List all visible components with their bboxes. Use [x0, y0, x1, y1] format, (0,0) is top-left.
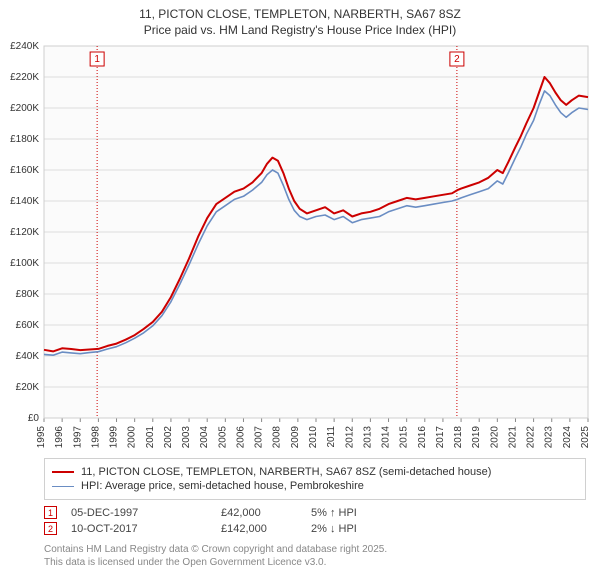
- line-chart-svg: £0 £20K £40K £60K £80K £100K £120K £140K £160K £1…: [0, 40, 600, 460]
- svg-text:1996: 1996: [54, 426, 65, 449]
- svg-text:2010: 2010: [308, 426, 319, 449]
- sale-delta: 2% ↓ HPI: [311, 523, 357, 535]
- title-line-2: Price paid vs. HM Land Registry's House …: [4, 22, 596, 38]
- svg-text:£20K: £20K: [16, 382, 40, 393]
- sale-price: £42,000: [221, 507, 311, 519]
- title-line-1: 11, PICTON CLOSE, TEMPLETON, NARBERTH, S…: [4, 6, 596, 22]
- legend-label-property: 11, PICTON CLOSE, TEMPLETON, NARBERTH, S…: [81, 466, 491, 478]
- caption-line-1: Contains HM Land Registry data © Crown c…: [44, 543, 586, 556]
- sale-marker-1: 1: [44, 506, 57, 519]
- legend-box: 11, PICTON CLOSE, TEMPLETON, NARBERTH, S…: [44, 458, 586, 500]
- svg-text:2013: 2013: [362, 426, 373, 449]
- svg-text:£120K: £120K: [10, 227, 39, 238]
- chart-title: 11, PICTON CLOSE, TEMPLETON, NARBERTH, S…: [0, 0, 600, 40]
- svg-text:£200K: £200K: [10, 103, 39, 114]
- sale-price: £142,000: [221, 523, 311, 535]
- svg-text:2022: 2022: [526, 426, 537, 449]
- sale-row: 2 10-OCT-2017 £142,000 2% ↓ HPI: [44, 522, 586, 535]
- sale-date: 05-DEC-1997: [71, 507, 221, 519]
- svg-text:2018: 2018: [453, 426, 464, 449]
- svg-text:2017: 2017: [435, 426, 446, 449]
- svg-text:2005: 2005: [217, 426, 228, 449]
- sale-marker-2: 2: [44, 522, 57, 535]
- svg-text:2014: 2014: [381, 426, 392, 449]
- svg-text:1998: 1998: [90, 426, 101, 449]
- sale-row: 1 05-DEC-1997 £42,000 5% ↑ HPI: [44, 506, 586, 519]
- chart-area: £0 £20K £40K £60K £80K £100K £120K £140K £160K £1…: [0, 40, 600, 460]
- svg-text:£140K: £140K: [10, 196, 39, 207]
- sale-delta: 5% ↑ HPI: [311, 507, 357, 519]
- svg-text:1: 1: [94, 54, 100, 65]
- svg-text:2011: 2011: [326, 426, 337, 448]
- svg-text:2019: 2019: [471, 426, 482, 449]
- svg-text:£220K: £220K: [10, 72, 39, 83]
- svg-text:1995: 1995: [36, 426, 47, 449]
- svg-text:2020: 2020: [489, 426, 500, 449]
- svg-text:£240K: £240K: [10, 41, 39, 52]
- svg-text:2001: 2001: [145, 426, 156, 449]
- svg-text:2015: 2015: [399, 426, 410, 449]
- legend-label-hpi: HPI: Average price, semi-detached house,…: [81, 480, 364, 492]
- svg-text:£180K: £180K: [10, 134, 39, 145]
- svg-text:2016: 2016: [417, 426, 428, 449]
- svg-text:2009: 2009: [290, 426, 301, 449]
- sale-date: 10-OCT-2017: [71, 523, 221, 535]
- svg-text:£160K: £160K: [10, 165, 39, 176]
- svg-text:2025: 2025: [580, 426, 591, 449]
- attribution-caption: Contains HM Land Registry data © Crown c…: [44, 543, 586, 569]
- svg-text:2004: 2004: [199, 426, 210, 449]
- svg-text:£40K: £40K: [16, 351, 40, 362]
- svg-text:1999: 1999: [109, 426, 120, 449]
- legend-swatch-hpi: [52, 486, 74, 487]
- svg-text:2006: 2006: [235, 426, 246, 449]
- svg-text:2008: 2008: [272, 426, 283, 449]
- legend-item-property: 11, PICTON CLOSE, TEMPLETON, NARBERTH, S…: [52, 466, 578, 478]
- svg-text:£100K: £100K: [10, 258, 39, 269]
- svg-text:2007: 2007: [254, 426, 265, 449]
- svg-text:£80K: £80K: [16, 289, 40, 300]
- legend-item-hpi: HPI: Average price, semi-detached house,…: [52, 480, 578, 492]
- sales-table: 1 05-DEC-1997 £42,000 5% ↑ HPI 2 10-OCT-…: [44, 506, 586, 535]
- svg-text:2000: 2000: [127, 426, 138, 449]
- caption-line-2: This data is licensed under the Open Gov…: [44, 556, 586, 569]
- svg-text:2003: 2003: [181, 426, 192, 449]
- svg-text:2002: 2002: [163, 426, 174, 449]
- svg-text:2024: 2024: [562, 426, 573, 449]
- svg-text:2023: 2023: [544, 426, 555, 449]
- svg-text:2021: 2021: [507, 426, 518, 449]
- svg-text:2: 2: [454, 54, 460, 65]
- svg-text:2012: 2012: [344, 426, 355, 449]
- legend-swatch-property: [52, 471, 74, 473]
- svg-text:£0: £0: [28, 413, 40, 424]
- svg-text:£60K: £60K: [16, 320, 40, 331]
- svg-text:1997: 1997: [72, 426, 83, 449]
